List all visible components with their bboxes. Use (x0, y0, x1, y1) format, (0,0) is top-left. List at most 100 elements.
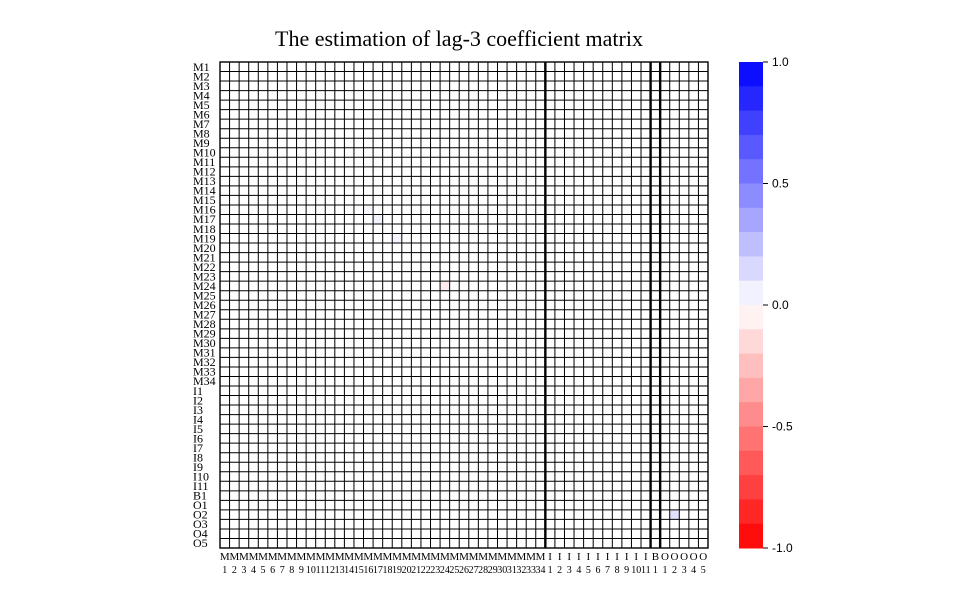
col-label-letter: O (671, 551, 679, 563)
col-label-letter: M (325, 551, 335, 563)
col-label-number: 15 (354, 565, 364, 576)
colorbar-level (739, 353, 763, 379)
row-label: O4 (193, 527, 208, 541)
row-label: I6 (193, 431, 203, 445)
col-label-number: 5 (586, 565, 591, 576)
col-label-letter: M (497, 551, 507, 563)
colorbar-tick-label: 0.0 (772, 298, 789, 312)
row-label: M9 (193, 136, 210, 150)
col-label-number: 26 (459, 565, 469, 576)
colorbar-level (739, 402, 763, 427)
col-label-number: 4 (576, 565, 581, 576)
col-label-letter: M (258, 551, 268, 563)
row-label: M3 (193, 79, 210, 93)
col-label-letter: M (517, 551, 527, 563)
heatmap-cell-M17-M17 (373, 214, 383, 224)
col-label-letter: M (249, 551, 259, 563)
col-label-letter: M (220, 551, 230, 563)
col-label-letter: M (421, 551, 431, 563)
colorbar-tick-label: -0.5 (772, 420, 793, 434)
row-label: M22 (193, 260, 216, 274)
col-label-letter: M (507, 551, 517, 563)
col-label-letter: M (268, 551, 278, 563)
row-label: M17 (193, 212, 216, 226)
row-label: M14 (193, 184, 216, 198)
row-label: M15 (193, 193, 216, 207)
colorbar-level (739, 450, 763, 476)
row-label: M21 (193, 250, 216, 264)
col-label-number: 18 (382, 565, 392, 576)
row-label: M29 (193, 327, 216, 341)
col-label-letter: M (344, 551, 354, 563)
colorbar: 1.0 0.5 0.0 -0.5 -1.0 (739, 55, 793, 555)
row-labels: M1M2M3M4M5M6M7M8M9M10M11M12M13M14M15M16M… (193, 60, 216, 550)
heatmap-cell-M24-M24 (440, 281, 450, 291)
column-labels: M1M2M3M4M5M6M7M8M9M10M11M12M13M14M15M16M… (220, 551, 707, 576)
col-label-number: 2 (672, 565, 677, 576)
col-label-number: 32 (516, 565, 526, 576)
row-label: O5 (193, 536, 208, 550)
colorbar-level (739, 523, 763, 549)
col-label-letter: M (335, 551, 345, 563)
col-label-letter: O (699, 551, 707, 563)
col-label-letter: M (478, 551, 488, 563)
col-label-letter: O (680, 551, 688, 563)
row-label: B1 (193, 489, 207, 503)
col-label-letter: M (277, 551, 287, 563)
col-label-number: 29 (488, 565, 498, 576)
row-label: M16 (193, 203, 216, 217)
col-label-number: 12 (325, 565, 335, 576)
col-label-number: 4 (251, 565, 256, 576)
row-label: M18 (193, 222, 216, 236)
col-label-number: 10 (306, 565, 316, 576)
col-label-letter: M (459, 551, 469, 563)
row-label: M33 (193, 365, 216, 379)
col-label-letter: M (383, 551, 393, 563)
row-label: I4 (193, 412, 203, 426)
col-label-number: 28 (478, 565, 488, 576)
row-label: M30 (193, 336, 216, 350)
colorbar-level (739, 305, 763, 330)
col-label-number: 33 (526, 565, 536, 576)
col-label-number: 31 (507, 565, 517, 576)
col-label-number: 8 (615, 565, 620, 576)
colorbar-level (739, 377, 763, 403)
col-label-number: 5 (261, 565, 266, 576)
colorbar-tick-label: 1.0 (772, 55, 789, 69)
colorbar-level (739, 62, 763, 87)
row-label: I8 (193, 450, 203, 464)
col-label-number: 19 (392, 565, 402, 576)
colorbar-level (739, 183, 763, 209)
col-label-letter: O (690, 551, 698, 563)
colorbar-level (739, 475, 763, 500)
colorbar-level (739, 499, 763, 525)
col-label-letter: M (306, 551, 316, 563)
col-label-letter: M (526, 551, 536, 563)
colorbar-level (739, 329, 763, 355)
colorbar-level (739, 159, 763, 184)
heatmap-cells (220, 62, 708, 548)
row-label: M23 (193, 269, 216, 283)
colorbar-level (739, 256, 763, 282)
col-label-number: 10 (631, 565, 641, 576)
col-label-number: 9 (624, 565, 629, 576)
col-label-letter: M (296, 551, 306, 563)
row-label: O1 (193, 498, 208, 512)
col-label-letter: B (652, 551, 659, 563)
col-label-number: 9 (299, 565, 304, 576)
row-label: M19 (193, 231, 216, 245)
row-label: I2 (193, 393, 203, 407)
col-label-letter: I (644, 551, 648, 563)
col-label-number: 16 (363, 565, 373, 576)
col-label-letter: M (239, 551, 249, 563)
heatmap-cell-O2-O2 (669, 509, 680, 520)
col-label-number: 1 (548, 565, 553, 576)
colorbar-level (739, 232, 763, 257)
col-label-number: 17 (373, 565, 383, 576)
row-label: M13 (193, 174, 216, 188)
col-label-letter: I (625, 551, 629, 563)
row-label: M5 (193, 98, 210, 112)
heatmap-cell-M19-M19 (392, 233, 402, 244)
col-label-letter: I (548, 551, 552, 563)
col-label-letter: I (577, 551, 581, 563)
